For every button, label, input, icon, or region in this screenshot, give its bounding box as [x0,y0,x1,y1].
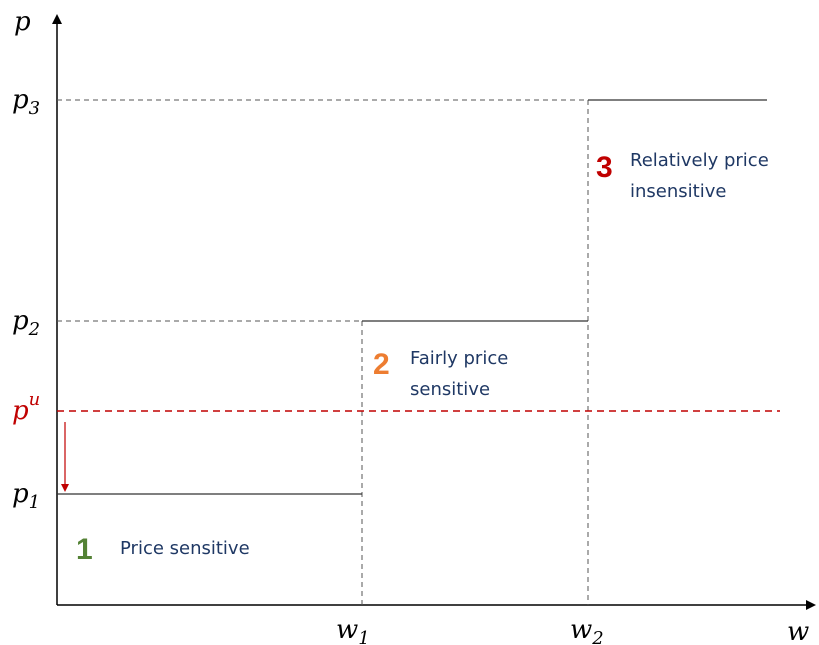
base: w [570,615,592,645]
subscript: 2 [591,628,603,645]
pu-label: pu [12,389,40,426]
steps [57,99,767,495]
subscript: 1 [358,628,369,645]
region-text: Fairly price [410,348,508,369]
base: p [12,306,29,336]
x-axis-label: w [787,617,809,645]
subscript: 3 [29,98,40,119]
region-number: 2 [373,348,390,381]
region-text: Price sensitive [120,538,250,559]
subscript: 2 [28,319,40,340]
region-number: 1 [76,533,93,566]
base: w [336,615,358,645]
region-text: insensitive [630,181,726,202]
base: p [12,85,29,115]
w1-label: w1 [336,615,370,645]
y-axis-label: p [14,7,31,37]
guides [57,99,589,605]
p1-label: p1 [12,479,40,513]
p3-label: p3 [12,85,40,119]
region-text: sensitive [410,379,490,400]
p2-label: p2 [12,306,40,340]
region-text: Relatively price [630,150,769,171]
base: p [12,396,29,426]
region-number: 3 [596,151,613,184]
base: p [12,479,29,509]
subscript: 1 [29,492,40,513]
w2-label: w2 [570,615,604,645]
superscript: u [29,389,41,410]
